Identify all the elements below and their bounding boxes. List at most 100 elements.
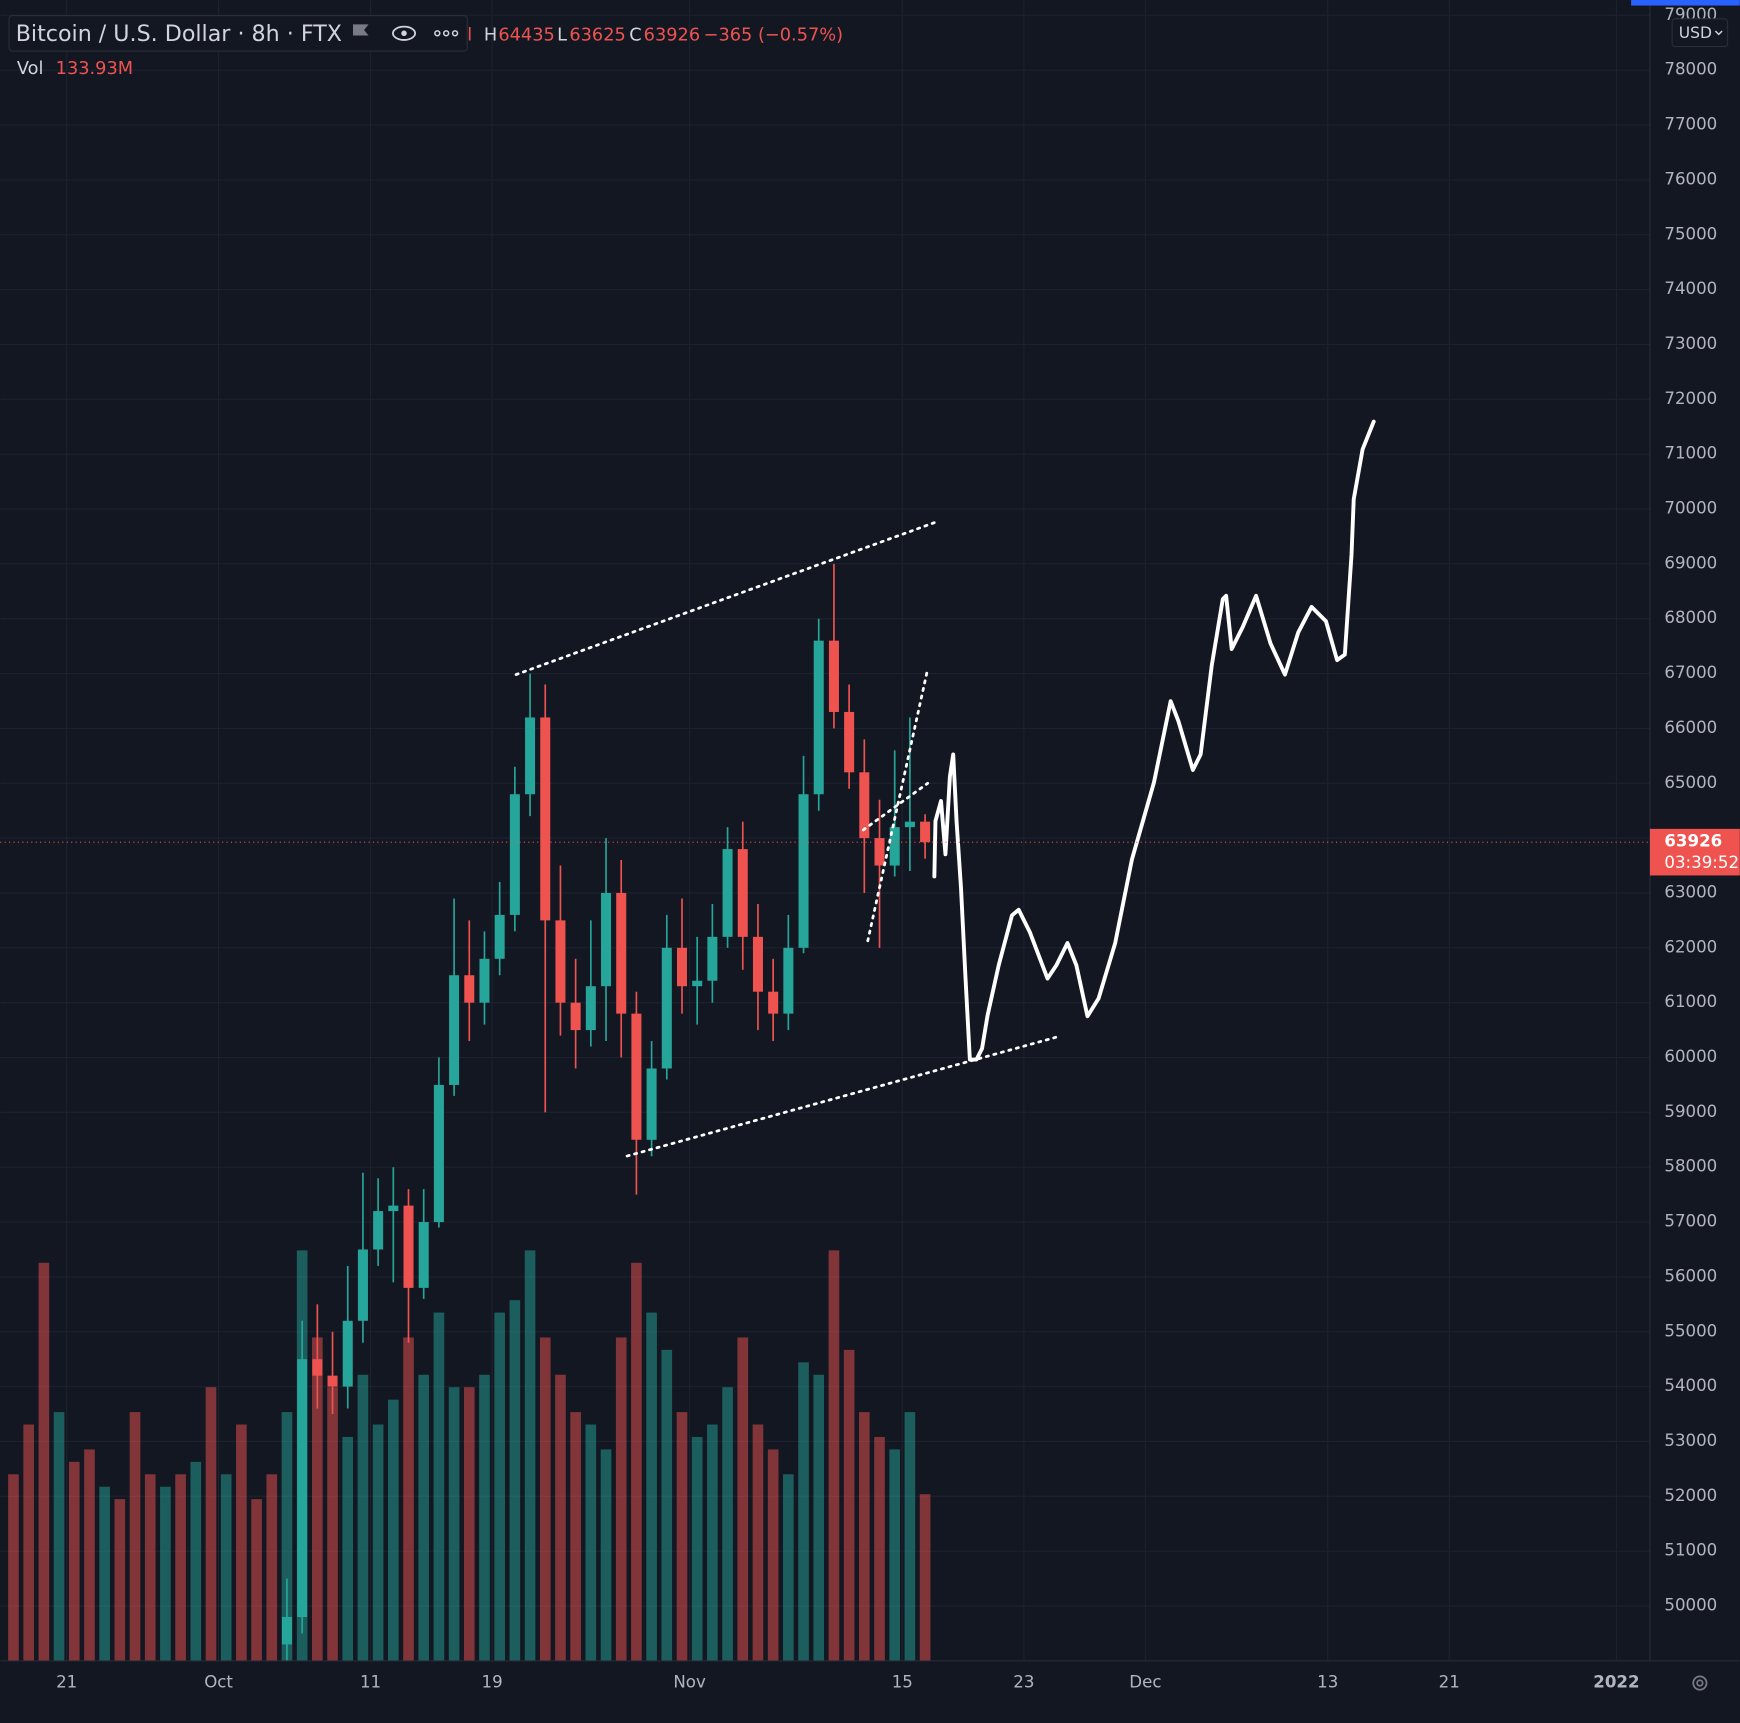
candle-body [889, 827, 900, 866]
candle-body [418, 1222, 429, 1288]
volume-bar [23, 1424, 34, 1661]
volume-bar [889, 1449, 901, 1661]
y-tick-label: 73000 [1664, 334, 1717, 353]
volume-bar [8, 1474, 19, 1661]
y-tick-label: 67000 [1664, 663, 1717, 682]
y-tick-label: 62000 [1664, 937, 1717, 956]
currency-caret [1714, 30, 1723, 36]
volume-bar [84, 1449, 95, 1661]
volume-bar [813, 1374, 825, 1661]
volume-bar [904, 1412, 916, 1661]
volume-bar [479, 1374, 490, 1661]
open-cut: l [467, 26, 472, 46]
currency-button[interactable] [1671, 18, 1729, 48]
x-tick-label: 15 [892, 1673, 913, 1692]
volume-bar [585, 1424, 597, 1661]
volume-bar [555, 1374, 566, 1661]
volume-bar [570, 1412, 581, 1661]
y-tick-label: 70000 [1664, 499, 1717, 518]
volume-bar [53, 1412, 65, 1661]
candle-body [646, 1068, 657, 1140]
candle-body [707, 936, 718, 981]
volume-bar [68, 1461, 80, 1661]
volume-bar [38, 1262, 50, 1661]
y-tick-label: 52000 [1664, 1486, 1717, 1505]
candle-body [312, 1359, 323, 1376]
y-tick-label: 74000 [1664, 279, 1717, 298]
volume-bar [676, 1412, 688, 1661]
candle-body [297, 1359, 308, 1617]
grid [0, 0, 1650, 1661]
settings-icon[interactable] [1692, 1675, 1708, 1691]
y-tick-label: 53000 [1664, 1431, 1717, 1450]
candle-body [479, 958, 490, 1003]
flag-icon[interactable] [352, 24, 369, 36]
volume-bar [615, 1337, 627, 1661]
volume-bar [858, 1412, 870, 1661]
volume-bar [220, 1474, 232, 1661]
candle-body [585, 986, 596, 1031]
high-value: 64435 [498, 26, 554, 46]
candle-body [281, 1616, 292, 1645]
axis-labels: 50000 51000 52000 53000 54000 55000 56000 57000… [56, 5, 1740, 1692]
volume-bar [114, 1499, 126, 1661]
last-price-badge [1649, 828, 1740, 876]
low-value: 63625 [569, 26, 625, 46]
x-tick-label: Nov [673, 1673, 706, 1692]
volume-bar [646, 1312, 657, 1661]
candle-layer [281, 563, 931, 1661]
wedge-line [866, 667, 930, 943]
more-icon[interactable] [434, 30, 459, 37]
volume-bar [539, 1337, 551, 1661]
candle-body [798, 794, 809, 948]
volume-bar [509, 1300, 521, 1661]
candle-body [828, 640, 839, 712]
candle-body [783, 947, 794, 1014]
candle-body [403, 1205, 414, 1288]
candle-body [616, 892, 627, 1014]
volume-bar [661, 1349, 673, 1661]
header-box[interactable] [8, 14, 468, 52]
candle-body [449, 975, 460, 1085]
candle-body [752, 936, 763, 992]
candle-body [327, 1375, 338, 1387]
eye-icon[interactable] [392, 25, 417, 41]
volume-bar [767, 1449, 779, 1661]
volume-bar [448, 1387, 460, 1661]
eye-icon-pupil [401, 30, 407, 37]
volume-bar [919, 1494, 931, 1661]
trend-lines [514, 520, 1062, 1158]
last-price-label: 63926 [1664, 832, 1722, 851]
volume-bar [783, 1474, 794, 1661]
candle-body [601, 892, 612, 987]
y-tick-label: 66000 [1664, 718, 1717, 737]
y-tick-label: 75000 [1664, 224, 1717, 243]
candle-body [813, 640, 824, 795]
time-axis [0, 1660, 1740, 1723]
y-tick-label: 50000 [1664, 1596, 1717, 1615]
y-tick-label: 61000 [1664, 992, 1717, 1011]
x-tick-label: Oct [204, 1673, 233, 1692]
candle-body [661, 947, 672, 1069]
y-tick-label: 51000 [1664, 1541, 1717, 1560]
candle-body [540, 717, 551, 921]
volume-bar [828, 1250, 840, 1661]
volume-bar [874, 1436, 885, 1661]
candle-body [373, 1211, 384, 1250]
volume-bar [798, 1362, 809, 1661]
candle-body [464, 975, 475, 1003]
y-tick-label: 55000 [1664, 1321, 1717, 1340]
x-tick-label: 11 [360, 1673, 381, 1692]
volume-bar [463, 1387, 475, 1661]
candle-body [722, 849, 733, 937]
volume-bar [600, 1449, 612, 1661]
candle-body [570, 1002, 581, 1031]
candle-body [768, 991, 779, 1014]
volume-bar [722, 1387, 733, 1661]
candle-body [357, 1249, 368, 1321]
volume-bar [403, 1337, 414, 1661]
candle-body [737, 849, 748, 937]
y-tick-label: 57000 [1664, 1212, 1717, 1231]
candle-body [388, 1205, 399, 1212]
upper-trend-line [514, 520, 940, 676]
